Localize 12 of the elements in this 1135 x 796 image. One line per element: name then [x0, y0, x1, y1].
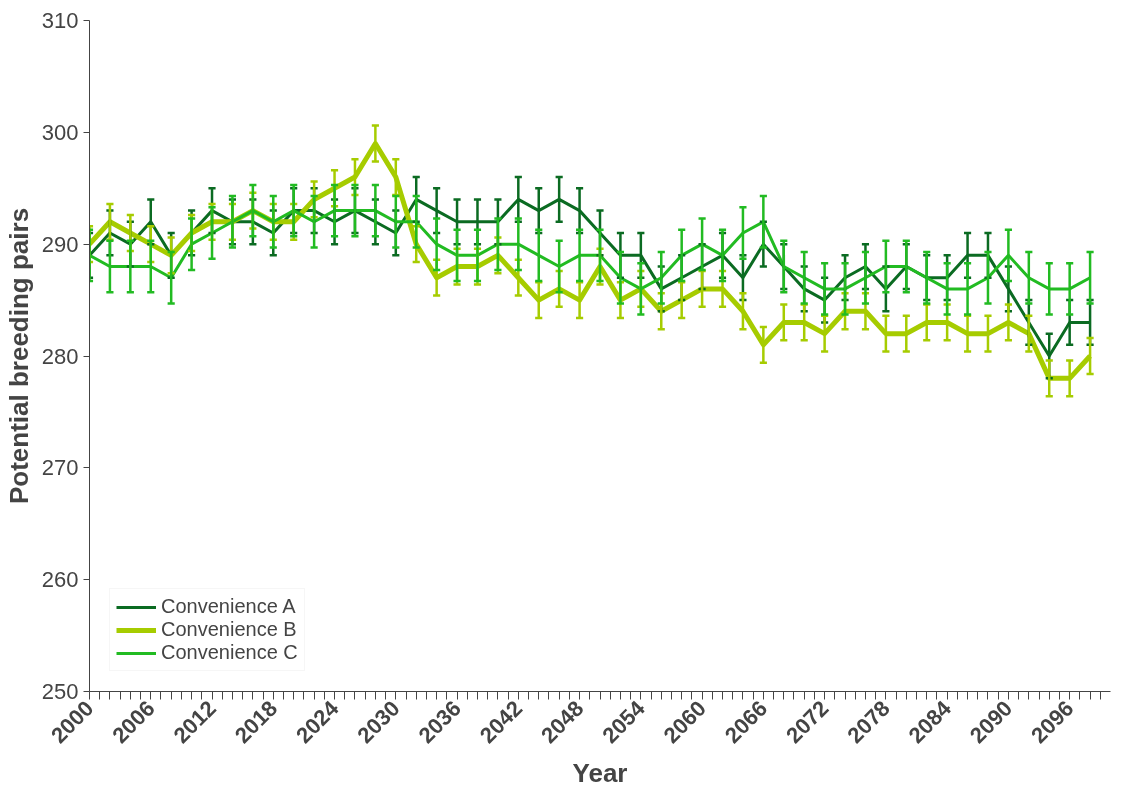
y-tick-label: 300 — [41, 119, 79, 145]
legend-label: Convenience B — [161, 618, 297, 641]
y-tick-label: 260 — [41, 567, 79, 593]
y-tick-label: 310 — [41, 8, 79, 33]
x-axis-title: Year — [572, 757, 628, 788]
y-tick-label: 250 — [41, 679, 79, 704]
y-axis-title: Potential breeding pairs — [3, 207, 34, 505]
legend-label: Convenience C — [161, 641, 298, 664]
y-tick-label: 290 — [41, 231, 79, 257]
y-tick-label: 280 — [41, 343, 79, 369]
y-tick-label: 270 — [41, 455, 79, 481]
legend-label: Convenience A — [161, 595, 296, 618]
